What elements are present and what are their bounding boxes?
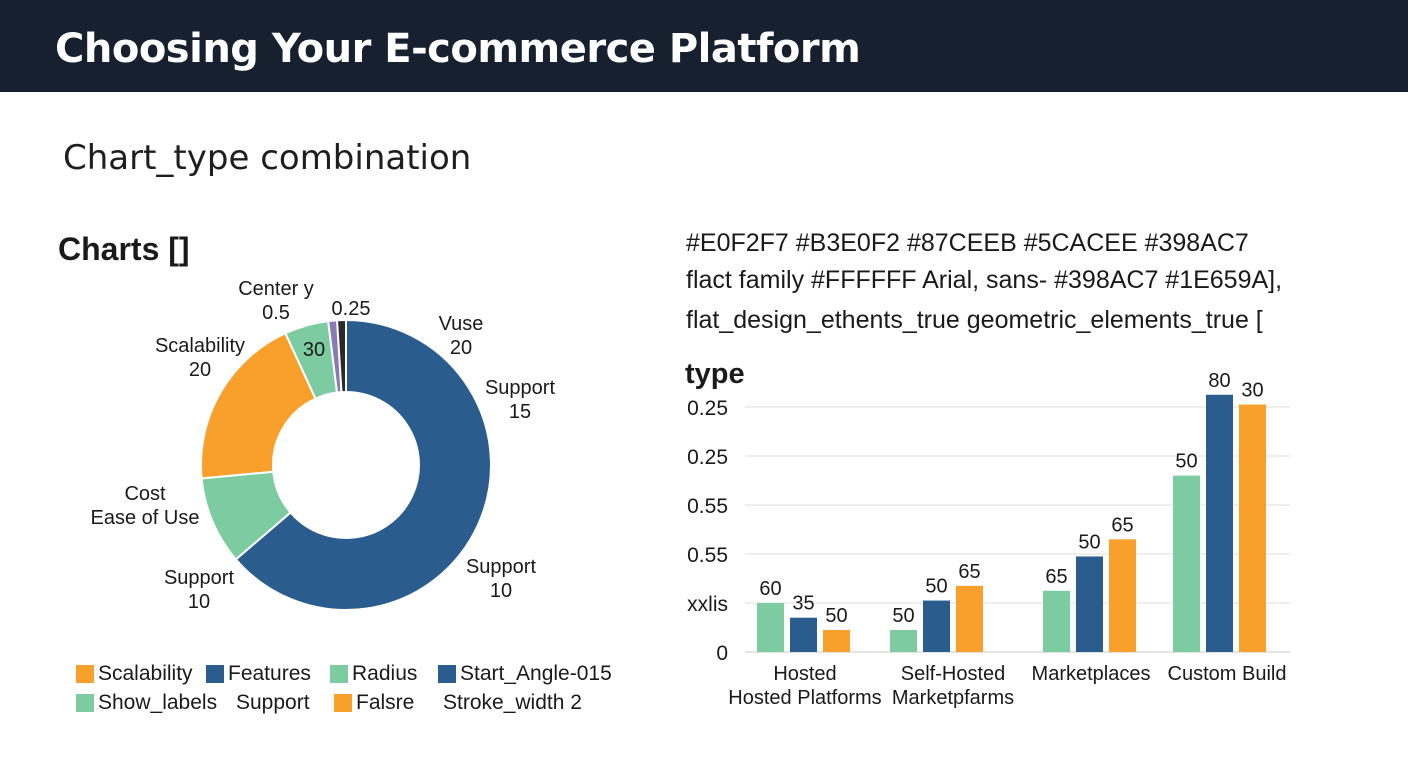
donut-label: 10 (490, 580, 512, 602)
legend-swatch (206, 665, 224, 683)
title-bar: Choosing Your E-commerce Platform (0, 0, 1408, 92)
donut-label: 20 (189, 359, 211, 381)
x-tick-label: Hosted (773, 663, 836, 685)
donut-label: Support (485, 377, 555, 399)
x-tick-label: Marketpfarms (892, 687, 1014, 709)
donut-label: Vuse (439, 313, 484, 335)
bar-value-label: 65 (958, 561, 980, 583)
legend-swatch (330, 665, 348, 683)
bar-value-label: 50 (1175, 451, 1197, 473)
bar-value-label: 65 (1111, 514, 1133, 536)
donut-slice-0 (234, 318, 492, 611)
bar (1239, 404, 1266, 652)
y-tick-label: 0.25 (687, 446, 728, 469)
donut-label: Ease of Use (91, 507, 200, 529)
donut-label: 30 (303, 339, 325, 361)
bar (890, 629, 917, 652)
legend-label: Falsre (356, 691, 415, 714)
donut-label: Support (466, 556, 536, 578)
config-line-1: #E0F2F7 #B3E0F2 #87CEEB #5CACEE #398AC7 (686, 229, 1249, 257)
bar (1173, 475, 1200, 652)
donut-slice-2 (200, 331, 317, 480)
bar-value-label: 30 (1241, 380, 1263, 402)
legend-swatch (334, 694, 352, 712)
config-line-2: flact family #FFFFFF Arial, sans- #398AC… (686, 266, 1283, 294)
bar-value-label: 50 (925, 576, 947, 598)
legend-label: Stroke_width 2 (443, 691, 582, 714)
donut-label: Support (164, 567, 234, 589)
x-tick-label: Custom Build (1168, 663, 1287, 685)
bar (1076, 556, 1103, 652)
legend-item-radius: Radius (330, 662, 417, 686)
legend-swatch (76, 694, 94, 712)
bar-value-label: 60 (759, 578, 781, 600)
legend-swatch (438, 665, 456, 683)
bar (1206, 394, 1233, 652)
bar (923, 600, 950, 652)
donut-label: Center y (238, 278, 314, 300)
donut-chart: Vuse20Support15Support10Support10CostEas… (91, 278, 556, 613)
bar (1043, 590, 1070, 652)
bar-value-label: 50 (1078, 531, 1100, 553)
bar (790, 617, 817, 652)
legend-label: Radius (352, 662, 418, 685)
legend-label: Features (228, 662, 311, 685)
donut-label: Scalability (155, 335, 245, 357)
donut-label: 20 (450, 337, 472, 359)
legend-item-show-labels: Show_labels (76, 691, 217, 715)
y-tick-label: 0.55 (687, 544, 728, 567)
legend-item-stroke-width: Stroke_width 2 (443, 691, 582, 715)
y-tick-label: 0.25 (687, 397, 728, 420)
y-tick-label: 0 (716, 642, 728, 665)
bar (956, 585, 983, 652)
donut-label: 0.5 (262, 302, 290, 324)
donut-label: Cost (124, 483, 166, 505)
x-tick-label: Marketplaces (1032, 663, 1151, 685)
x-tick-label: Hosted Platforms (728, 687, 881, 709)
legend-swatch (76, 665, 94, 683)
legend-label: Support (236, 691, 310, 714)
bar-value-label: 80 (1208, 370, 1230, 392)
bar-chart-title: type (685, 358, 745, 390)
bar-value-label: 65 (1045, 566, 1067, 588)
donut-label: 0.25 (332, 298, 371, 320)
legend-item-support: Support (236, 691, 310, 715)
bar-value-label: 35 (792, 593, 814, 615)
legend-item-features: Features (206, 662, 311, 686)
bar (1109, 539, 1136, 652)
x-tick-label: Self-Hosted (901, 663, 1006, 685)
legend-label: Start_Angle-015 (460, 662, 612, 685)
legend-item-start-angle: Start_Angle-015 (438, 662, 612, 686)
chart-type-subtitle: Chart_type combination (63, 138, 472, 178)
legend-label: Show_labels (98, 691, 218, 714)
bar-value-label: 50 (892, 605, 914, 627)
config-line-3: flat_design_ethents_true geometric_eleme… (686, 306, 1263, 334)
donut-slice-5 (336, 318, 347, 394)
charts-heading: Charts [] (58, 231, 190, 267)
bar (757, 603, 784, 652)
donut-label: 15 (509, 401, 531, 423)
legend-item-scalability: Scalability (76, 662, 193, 686)
page-title: Choosing Your E-commerce Platform (55, 26, 861, 72)
donut-label: 10 (188, 591, 210, 613)
y-tick-label: xxlis (687, 593, 728, 616)
y-tick-label: 0.55 (687, 495, 728, 518)
bar-value-label: 50 (825, 605, 847, 627)
legend-item-falsre: Falsre (334, 691, 414, 715)
legend-label: Scalability (98, 662, 193, 685)
bar (823, 629, 850, 652)
